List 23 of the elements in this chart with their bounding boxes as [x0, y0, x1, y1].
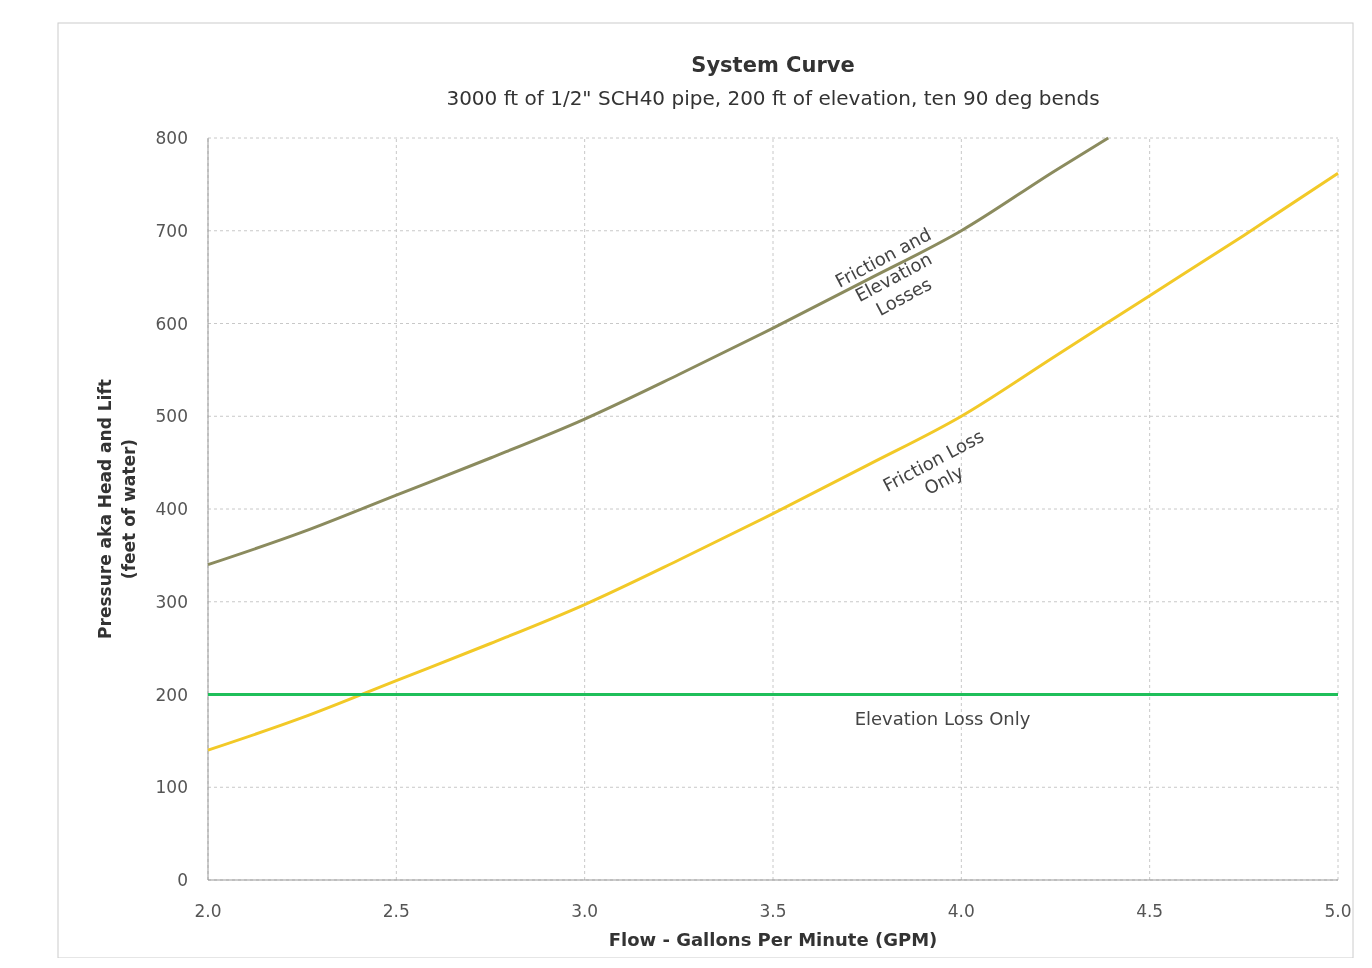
y-axis-title: Pressure aka Head and Lift (feet of water)	[95, 379, 139, 639]
y-tick-label: 0	[177, 870, 188, 890]
line-series	[206, 171, 1340, 752]
x-axis-title: Flow - Gallons Per Minute (GPM)	[608, 929, 938, 950]
y-tick-label: 600	[155, 313, 188, 334]
chart-title: System Curve	[691, 53, 855, 77]
y-tick-label: 200	[155, 684, 188, 705]
y-tick-label: 800	[155, 128, 188, 148]
y-tick-label: 400	[155, 499, 188, 519]
x-tick-label: 4.0	[947, 901, 975, 921]
chart-subtitle: 3000 ft of 1/2" SCH40 pipe, 200 ft of elevation, ten 90 deg bends	[446, 86, 1100, 110]
y-tick-label: 100	[155, 777, 188, 798]
x-tick-label: 3.0	[571, 901, 599, 921]
annotation: Elevation Loss Only	[854, 707, 1031, 729]
x-tick-label: 2.0	[194, 901, 222, 921]
y-tick-label: 700	[155, 220, 188, 241]
line-series	[206, 136, 1110, 567]
y-tick-label: 500	[155, 406, 188, 427]
x-tick-label: 5.0	[1324, 901, 1352, 921]
x-tick-label: 3.5	[759, 901, 787, 921]
x-tick-label: 4.5	[1136, 901, 1164, 921]
x-tick-label: 2.5	[382, 901, 410, 921]
y-tick-label: 300	[155, 591, 188, 612]
